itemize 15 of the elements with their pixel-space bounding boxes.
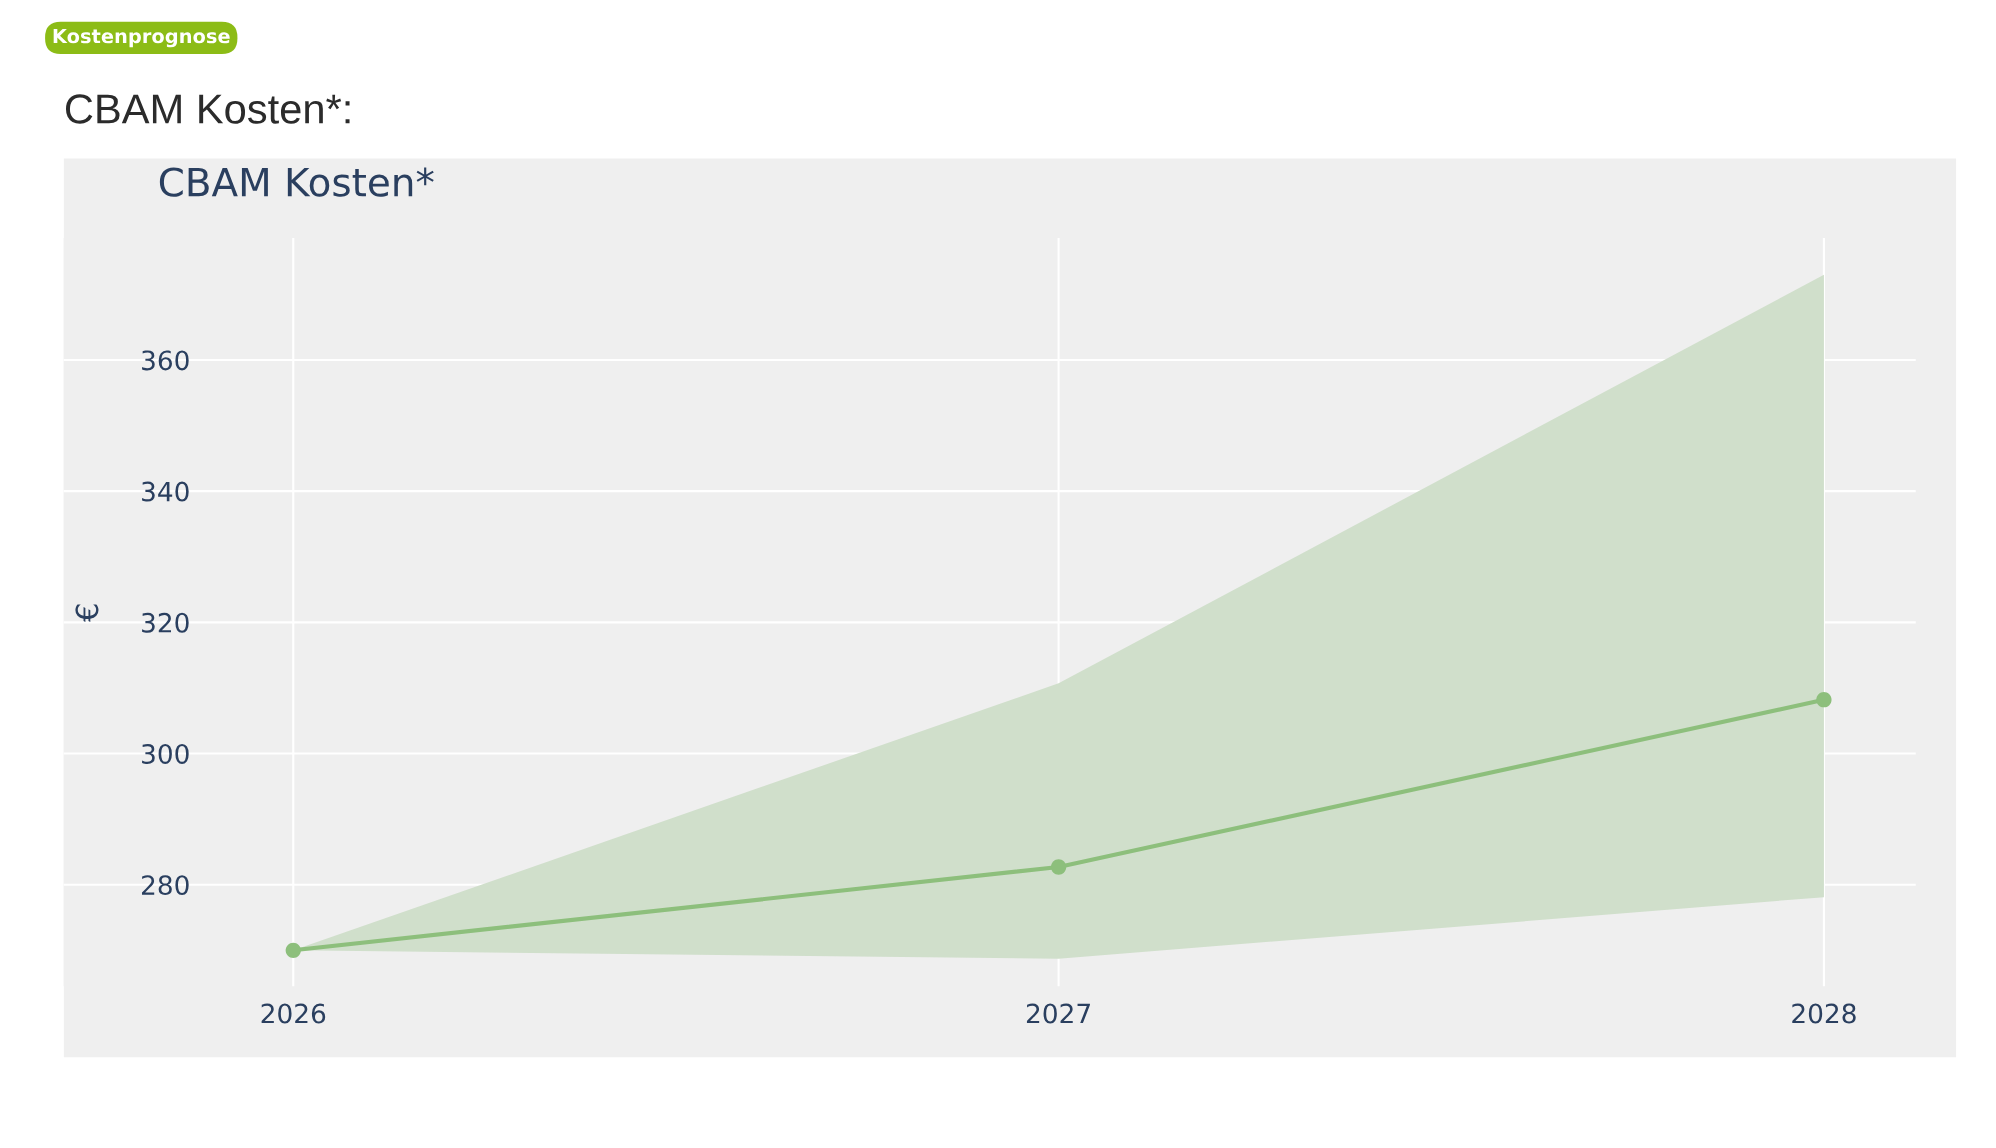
point xyxy=(1816,692,1832,708)
x-tick-label: 2026 xyxy=(261,1003,326,1024)
y-tick-label: 320 xyxy=(142,612,189,633)
y-tick-label: 360 xyxy=(142,350,189,371)
point xyxy=(1050,859,1067,875)
chart-subtitle: CBAM Kosten* xyxy=(159,167,434,197)
point xyxy=(285,942,301,958)
x-tick-label: 2027 xyxy=(1026,1003,1090,1024)
y-tick-label: 300 xyxy=(142,743,189,764)
chart-title: CBAM Kosten*: xyxy=(65,94,350,124)
text: Kostenprognose xyxy=(53,28,230,48)
y-axis-title: € xyxy=(75,604,99,622)
y-tick-label: 280 xyxy=(142,875,189,896)
x-tick-label: 2028 xyxy=(1792,1003,1856,1024)
y-tick-label: 340 xyxy=(142,481,189,502)
